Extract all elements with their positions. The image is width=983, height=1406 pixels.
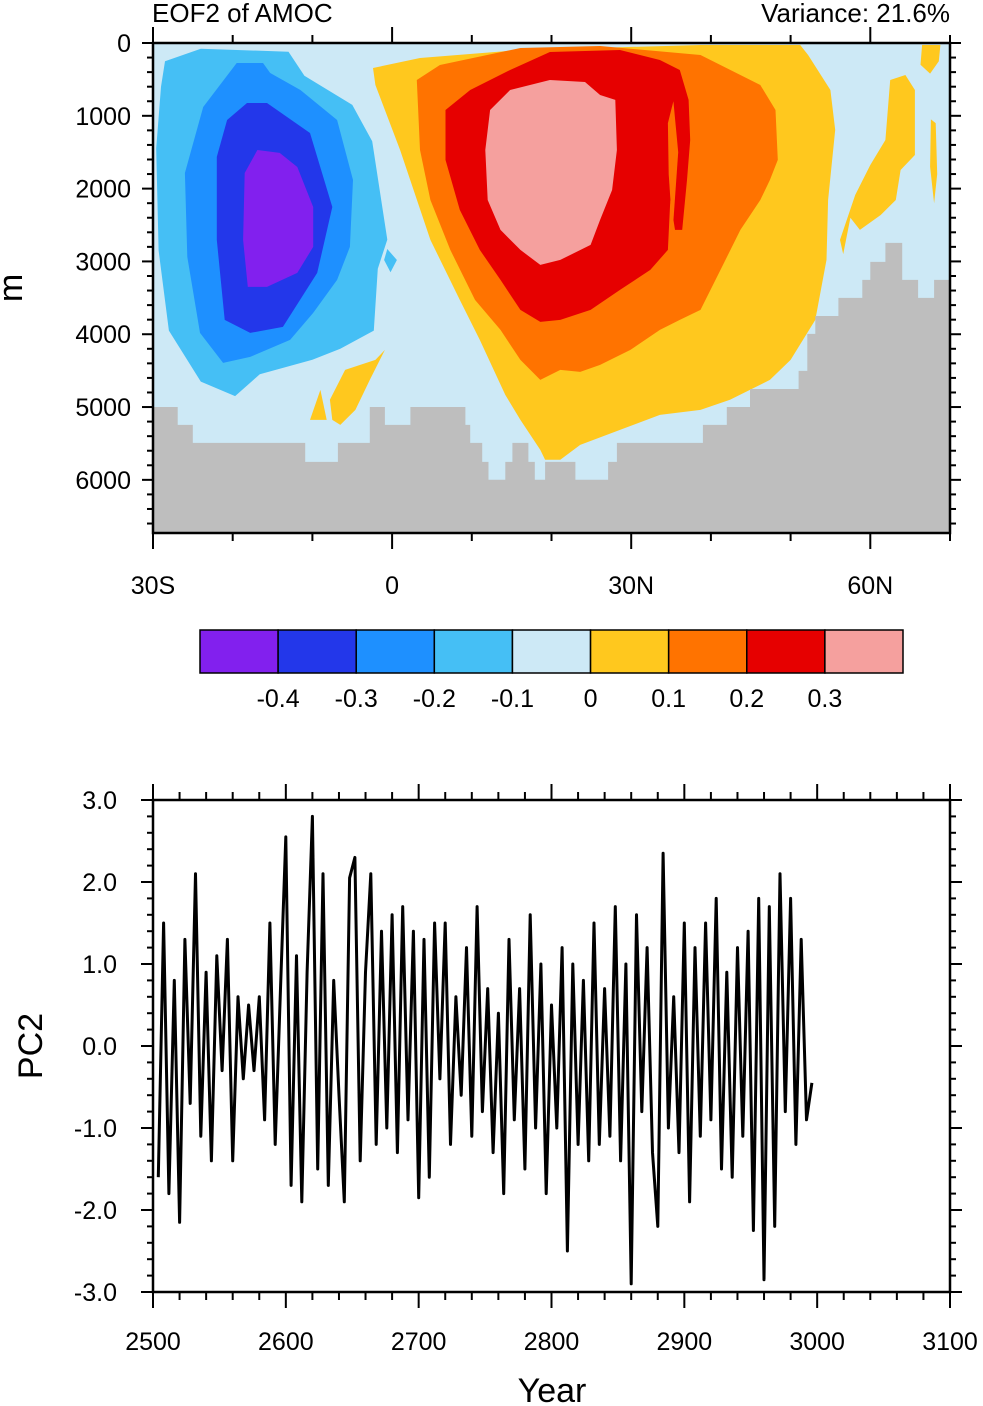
ocean-floor-topography — [153, 242, 950, 533]
contour-region-pos-0.0-north-b — [930, 119, 938, 204]
contour-region-pos-0.1-finger — [667, 101, 679, 233]
y-tick-label: -1.0 — [74, 1115, 117, 1143]
x-tick-label: 2700 — [391, 1328, 447, 1356]
y-tick-label: 0 — [117, 30, 131, 58]
x-tick-label: 2500 — [125, 1328, 181, 1356]
x-tick-label: 30N — [608, 572, 654, 600]
y-tick-label: 3000 — [75, 248, 131, 276]
colorbar-box — [589, 629, 670, 674]
x-tick-label: 30S — [131, 572, 175, 600]
y-axis-label-depth: m — [0, 274, 30, 302]
colorbar-label: 0.1 — [651, 685, 686, 713]
colorbar-label: -0.2 — [413, 685, 456, 713]
y-tick-label: 2.0 — [82, 869, 117, 897]
x-tick-label: 3000 — [789, 1328, 845, 1356]
colorbar-box — [199, 629, 279, 674]
y-tick-label: 1.0 — [82, 951, 117, 979]
colorbar-box — [746, 629, 826, 674]
y-tick-label: 1000 — [75, 103, 131, 131]
amoc-eof2-contour-plot: 0 1000 2000 3000 4000 5000 6000 30S 0 30N 60N — [75, 27, 961, 600]
colorbar-box — [277, 629, 357, 674]
x-tick-label: 0 — [385, 572, 399, 600]
colorbar-box — [433, 629, 514, 674]
colorbar-box — [667, 629, 748, 674]
x-axis-label-year: Year — [518, 1372, 587, 1406]
colorbar-box — [355, 629, 436, 674]
y-tick-label: 2000 — [75, 176, 131, 204]
contour-region-neg-0.4 — [243, 150, 314, 287]
x-tick-label: 2900 — [657, 1328, 713, 1356]
contour-region-pos-0.0-deep-a — [310, 389, 327, 420]
pc2-timeseries-plot: 3.0 2.0 1.0 0.0 -1.0 -2.0 -3.0 2500 2600 2700 2800… — [74, 784, 978, 1356]
plot-title-right: Variance: 21.6% — [761, 0, 950, 28]
plot-title-left: EOF2 of AMOC — [152, 0, 333, 28]
colorbar-box — [511, 629, 592, 674]
x-tick-label: 3100 — [922, 1328, 978, 1356]
contour-region-pos-0.3 — [485, 80, 617, 265]
colorbar-label: -0.4 — [257, 685, 300, 713]
colorbar: -0.4 -0.3 -0.2 -0.1 0 0.1 0.2 0.3 — [199, 629, 904, 713]
colorbar-label: 0.2 — [729, 685, 764, 713]
contour-region-neg-0.1-small — [384, 249, 397, 273]
colorbar-box — [824, 629, 904, 674]
y-tick-label: 6000 — [75, 467, 131, 495]
y-tick-label: 5000 — [75, 394, 131, 422]
colorbar-label: 0.3 — [808, 685, 843, 713]
x-tick-label: 2600 — [258, 1328, 314, 1356]
contour-region-pos-0.0-north-a — [840, 75, 915, 255]
y-tick-label: -2.0 — [74, 1197, 117, 1225]
colorbar-label: -0.3 — [335, 685, 378, 713]
pc2-series-line — [156, 814, 814, 1286]
y-tick-label: 0.0 — [82, 1033, 117, 1061]
contour-region-pos-0.0-north-c — [920, 45, 941, 74]
colorbar-label: 0 — [584, 685, 598, 713]
y-tick-label: 3.0 — [82, 787, 117, 815]
x-tick-label: 60N — [847, 572, 893, 600]
y-tick-label: 4000 — [75, 321, 131, 349]
y-axis-label-pc2: PC2 — [12, 1013, 50, 1079]
colorbar-label: -0.1 — [491, 685, 534, 713]
contour-region-pos-0.0-deep-b — [329, 349, 385, 425]
y-tick-label: -3.0 — [74, 1279, 117, 1307]
x-tick-label: 2800 — [524, 1328, 580, 1356]
